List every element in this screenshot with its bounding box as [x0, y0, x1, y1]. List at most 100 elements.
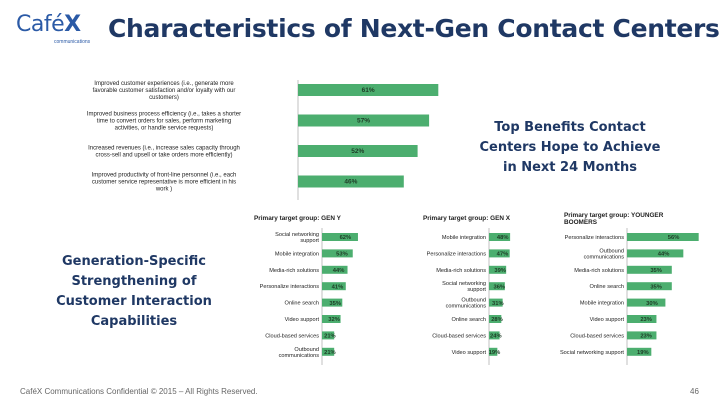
chart-3-category-label-5-0: Video support [590, 317, 625, 323]
chart-3-category-label-4-0: Mobile integration [580, 301, 624, 307]
logo-wordmark: CaféX [16, 12, 81, 37]
chart-0-category-label-0-1: favorable customer satisfaction and/or l… [93, 88, 236, 94]
chart-1-category-label-4-0: Online search [284, 301, 319, 307]
chart-0-bar-0 [298, 84, 439, 96]
chart-3-category-label-1-1: communications [584, 254, 625, 260]
chart-3-bar-6 [627, 331, 657, 340]
chart-0-category-label-0-2: customers) [149, 95, 179, 101]
chart-2-category-label-2-0: Media-rich solutions [436, 268, 486, 274]
chart-1-category-label-2-0: Media-rich solutions [269, 268, 319, 274]
footer-confidential: CaféX Communications Confidential © 2015… [20, 387, 258, 396]
chart-2-value-label-0: 48% [497, 235, 509, 241]
chart-3-bar-4 [627, 298, 666, 307]
chart-1-category-label-7-1: communications [279, 353, 320, 359]
chart-2-category-label-1-0: Personalize interactions [427, 251, 487, 257]
chart-1-value-label-5: 32% [328, 317, 340, 323]
cafex-logo: CaféX communications [16, 12, 96, 52]
chart-2-bar-5 [489, 315, 502, 323]
chart-1-category-label-0-0: Social networking [275, 232, 319, 238]
chart-2-bar-1 [489, 249, 510, 258]
chart-1-bar-0 [322, 233, 358, 241]
chart-2-bar-0 [489, 233, 511, 241]
chart-2-category-label-3-0: Social networking [442, 281, 486, 287]
chart-1-value-label-3: 41% [332, 284, 344, 290]
chart-0-category-label-3-2: work ) [155, 187, 172, 193]
chart-1-title: Primary target group: GEN Y [254, 215, 342, 222]
chart-2-bar-6 [489, 331, 500, 340]
callout-top-benefits: Top Benefits Contact Centers Hope to Ach… [470, 118, 670, 178]
chart-1-value-label-1: 53% [336, 252, 348, 258]
chart-3-bar-7 [627, 347, 652, 356]
logo-subtitle: communications [54, 39, 91, 45]
chart-1-value-label-0: 62% [340, 235, 352, 241]
chart-1-bar-3 [322, 282, 346, 291]
chart-3-bar-2 [627, 265, 672, 274]
chart-1-bar-5 [322, 315, 341, 323]
chart-2-category-label-3-1: support [467, 287, 486, 293]
chart-3-category-label-3-0: Online search [589, 284, 624, 290]
chart-3-value-label-1: 44% [658, 252, 670, 258]
chart-1-bar-4 [322, 298, 343, 307]
chart-2-value-label-1: 47% [497, 252, 509, 258]
chart-2-category-label-4-1: communications [446, 304, 487, 310]
chart-0-category-label-3-0: Improved productivity of front-line pers… [92, 173, 237, 179]
chart-1-bar-6 [322, 331, 335, 340]
chart-2-title: Primary target group: GEN X [423, 215, 511, 222]
chart-2-value-label-7: 19% [489, 350, 501, 356]
logo-text-cafe: Café [16, 12, 65, 37]
chart-3-category-label-0-0: Personalize interactions [565, 235, 625, 241]
logo-text-x: X [64, 12, 81, 37]
chart-0-bar-2 [298, 145, 418, 157]
chart-3-value-label-3: 35% [650, 284, 662, 290]
chart-0-category-label-0-0: Improved customer experiences (i.e., gen… [94, 81, 234, 87]
chart-1-value-label-4: 35% [329, 301, 341, 307]
chart-0-category-label-2-0: Increased revenues (i.e., increase sales… [88, 146, 240, 152]
chart-1-value-label-2: 44% [333, 268, 345, 274]
chart-3-value-label-7: 19% [637, 350, 649, 356]
chart-2-value-label-4: 31% [492, 301, 504, 307]
chart-1-value-label-6: 21% [324, 334, 336, 340]
chart-2-category-label-4-0: Outbound [461, 298, 486, 304]
chart-1-bar-1 [322, 249, 353, 258]
page-number: 46 [690, 387, 699, 396]
chart-0-value-label-0: 61% [362, 87, 375, 94]
callout-left-line-1: Generation-Specific [62, 254, 206, 269]
chart-3-title: Primary target group: YOUNGER BOOMERS [564, 212, 664, 226]
callout-generation-specific: Generation-Specific Strengthening of Cus… [40, 252, 228, 332]
chart-3-value-label-4: 30% [646, 301, 658, 307]
chart-1-category-label-0-1: support [300, 238, 319, 244]
chart-0-value-label-1: 57% [357, 118, 370, 125]
chart-2-category-label-5-0: Online search [451, 317, 486, 323]
chart-0-bar-1 [298, 114, 430, 127]
chart-0-category-label-3-1: customer service representative is more … [92, 180, 236, 186]
chart-1-category-label-5-0: Video support [285, 317, 320, 323]
chart-2-bar-3 [489, 282, 505, 291]
chart-2-category-label-0-0: Mobile integration [442, 235, 486, 241]
chart-2-category-label-7-0: Video support [452, 350, 487, 356]
callout-top-line-3: in Next 24 Months [502, 160, 637, 175]
chart-3-bar-5 [627, 315, 657, 323]
chart-1-category-label-7-0: Outbound [294, 347, 319, 353]
chart-0-category-label-2-1: cross-sell and upsell or take orders mor… [96, 153, 233, 159]
chart-0-category-label-1-2: activities, or handle service requests) [115, 126, 214, 132]
chart-1-value-label-7: 21% [324, 350, 336, 356]
chart-3-category-label-6-0: Cloud-based services [570, 333, 624, 339]
callout-top-line-1: Top Benefits Contact [494, 120, 646, 135]
chart-2-bar-7 [489, 347, 498, 356]
slide-title: Characteristics of Next-Gen Contact Cent… [108, 14, 720, 43]
chart-0-bar-3 [298, 175, 404, 188]
chart-3-category-label-7-0: Social networking support [560, 350, 624, 356]
callout-left-line-3: Customer Interaction [56, 294, 212, 309]
chart-2-bar-2 [489, 265, 507, 274]
chart-3-category-label-1-0: Outbound [599, 248, 624, 254]
chart-3-value-label-2: 35% [650, 268, 662, 274]
chart-0-category-label-1-1: time to convert orders for sales, perfor… [97, 119, 231, 125]
callout-left-line-4: Capabilities [90, 314, 178, 329]
chart-2-value-label-6: 24% [490, 334, 502, 340]
chart-3-category-label-2-0: Media-rich solutions [574, 268, 624, 274]
chart-2-category-label-6-0: Cloud-based services [432, 333, 486, 339]
callout-top-line-2: Centers Hope to Achieve [479, 140, 661, 155]
chart-0-value-label-3: 46% [344, 179, 357, 186]
chart-2-bar-4 [489, 298, 503, 307]
